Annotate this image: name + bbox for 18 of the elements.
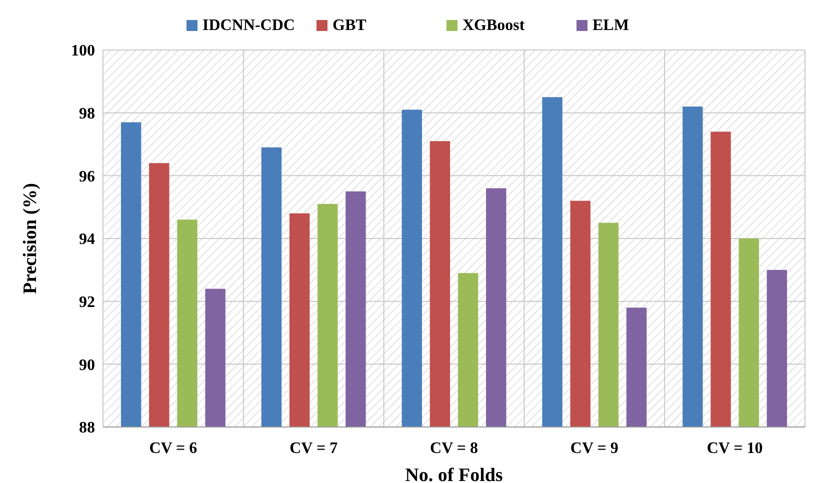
x-tick-label: CV = 6 <box>149 440 198 457</box>
x-tick-label: CV = 9 <box>570 440 618 457</box>
x-axis-title: No. of Folds <box>405 465 503 483</box>
legend-label: GBT <box>332 17 367 34</box>
legend-label: ELM <box>592 17 629 34</box>
y-tick-label: 92 <box>79 294 95 311</box>
y-tick-label: 88 <box>79 420 95 437</box>
y-tick-label: 96 <box>79 168 95 186</box>
x-tick-label: CV = 10 <box>706 440 763 457</box>
legend-label: XGBoost <box>462 17 526 34</box>
x-tick-label: CV = 8 <box>430 440 478 457</box>
x-tick-label: CV = 7 <box>290 440 338 457</box>
y-tick-label: 90 <box>79 356 95 374</box>
y-tick-label: 94 <box>79 231 95 248</box>
y-axis-title: Precision (%) <box>20 183 41 294</box>
legend-label: IDCNN-CDC <box>202 17 295 34</box>
y-tick-label: 100 <box>71 42 95 60</box>
y-tick-label: 98 <box>79 105 95 122</box>
